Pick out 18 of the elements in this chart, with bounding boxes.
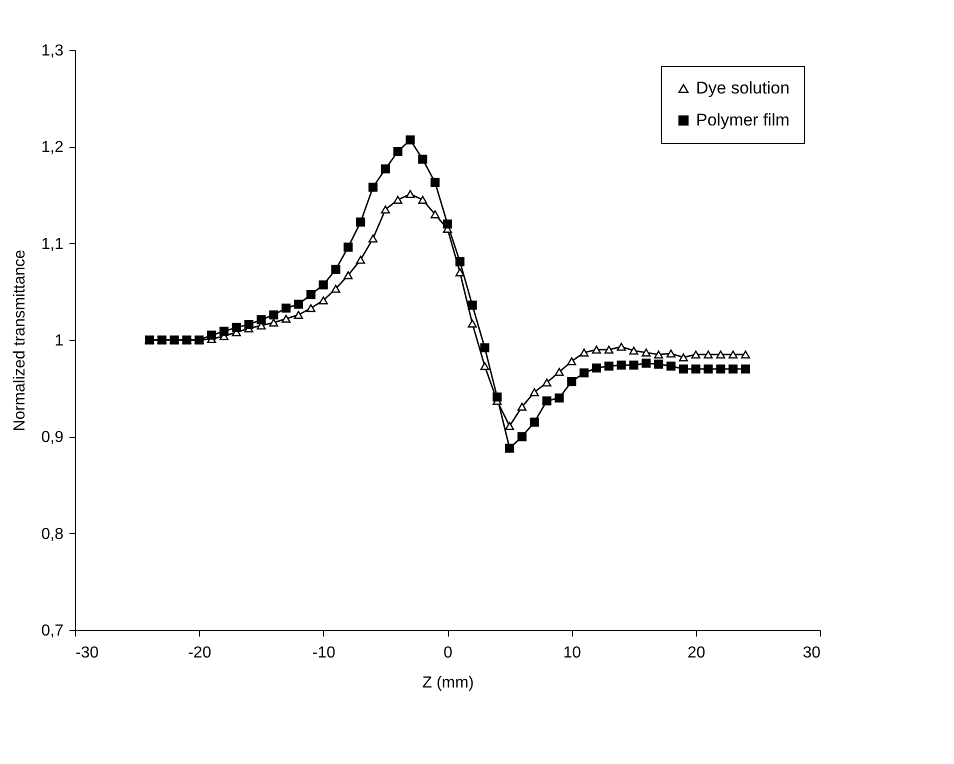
y-tick-label: 1,3 (41, 42, 64, 60)
x-tick-label: 30 (802, 644, 821, 662)
legend-label: Polymer film (696, 110, 790, 130)
x-axis-title: Z (mm) (422, 674, 474, 692)
y-tick-label: 0,8 (41, 526, 64, 543)
x-tick-label: -30 (76, 644, 99, 662)
x-tick-label: -20 (188, 644, 212, 662)
x-tick-label: 0 (444, 644, 453, 662)
y-tick-label: 1,2 (41, 139, 64, 156)
legend-label: Dye solution (696, 78, 790, 98)
y-tick-label: 1,1 (41, 236, 64, 253)
y-axis-title: Normalized transmittance (11, 250, 28, 432)
y-tick-label: 1 (54, 332, 64, 350)
x-tick-label: -10 (312, 644, 336, 662)
y-tick-label: 0,7 (41, 622, 64, 640)
x-tick-label: 10 (563, 644, 582, 662)
x-tick-label: 20 (687, 644, 706, 662)
y-tick-label: 0,9 (41, 429, 64, 446)
